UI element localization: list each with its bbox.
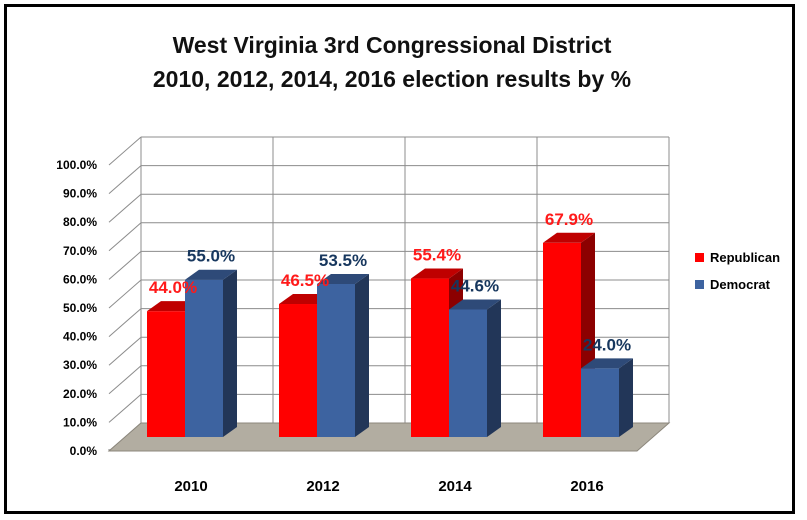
legend: Republican Democrat: [695, 250, 780, 292]
y-tick-label: 40.0%: [63, 330, 97, 344]
y-tick-label: 30.0%: [63, 358, 97, 372]
data-label: 44.0%: [149, 278, 197, 297]
side-gridline: [108, 251, 142, 280]
bar: [185, 269, 237, 437]
y-tick-label: 50.0%: [63, 301, 97, 315]
bar-front-face: [543, 242, 581, 437]
bar-front-face: [185, 279, 223, 437]
bar-top-face: [411, 268, 463, 279]
bar: [581, 358, 633, 437]
side-gridline: [108, 136, 142, 166]
y-tick-label: 10.0%: [63, 415, 97, 429]
bar-front-face: [279, 304, 317, 437]
y-tick-label: 60.0%: [63, 272, 97, 286]
x-category-label: 2014: [438, 478, 472, 495]
y-tick-label: 100.0%: [56, 158, 97, 172]
bar-front-face: [449, 309, 487, 437]
bar-top-face: [543, 232, 595, 243]
bar-top-face: [317, 273, 369, 284]
legend-swatch: [695, 280, 704, 289]
legend-entry: Democrat: [710, 277, 771, 292]
bar-front-face: [581, 368, 619, 437]
chart-floor: [107, 422, 671, 452]
chart-bars: [147, 232, 633, 437]
side-gridline: [108, 222, 142, 252]
x-category-label: 2016: [570, 478, 603, 495]
y-tick-label: 70.0%: [63, 244, 97, 258]
bar-front-face: [411, 278, 449, 437]
side-gridline: [108, 394, 142, 423]
side-gridline: [108, 365, 142, 395]
bar-side-face: [355, 273, 369, 437]
data-labels: 44.0% 55.0% 46.5%53.5% 55.4% 44.6% 67.9% 24.0%: [149, 210, 631, 355]
y-tick-label: 90.0%: [63, 187, 97, 201]
bar: [317, 273, 369, 437]
bar-side-face: [223, 269, 237, 437]
bar-top-face: [449, 299, 501, 310]
floor-surface: [107, 422, 671, 452]
data-label: 46.5%: [281, 271, 329, 290]
data-label: 67.9%: [545, 210, 593, 229]
y-tick-label: 20.0%: [63, 387, 97, 401]
x-category-label: 2012: [306, 478, 339, 495]
bar-side-face: [487, 299, 501, 437]
data-label: 24.0%: [583, 335, 631, 354]
side-gridline: [108, 165, 142, 194]
bar-top-face: [185, 269, 237, 280]
bar-front-face: [147, 311, 185, 437]
data-label: 55.4%: [413, 246, 461, 265]
side-gridline: [108, 308, 142, 337]
chart-title-line-1: West Virginia 3rd Congressional District: [173, 32, 612, 58]
side-gridline: [108, 193, 142, 223]
legend-swatch: [695, 253, 704, 262]
side-gridline: [108, 279, 142, 309]
side-gridline: [108, 336, 142, 366]
chart: 0.0% 10.0% 20.0% 30.0% 40.0% 50.0% 60.0% 70.0% 8…: [56, 32, 780, 495]
y-axis-ticks: 0.0% 10.0% 20.0% 30.0% 40.0% 50.0% 60.0% 70.0% 8…: [56, 158, 97, 458]
y-tick-label: 0.0%: [70, 444, 98, 458]
bar-side-face: [619, 358, 633, 437]
x-category-label: 2010: [174, 478, 207, 495]
data-label: 53.5%: [319, 251, 367, 270]
chart-title-line-2: 2010, 2012, 2014, 2016 election results …: [153, 66, 631, 92]
y-tick-label: 80.0%: [63, 215, 97, 229]
x-axis-categories: 2010 2012 2014 2016: [174, 478, 603, 495]
legend-entry: Republican: [710, 250, 780, 265]
data-label: 55.0%: [187, 247, 235, 266]
data-label: 44.6%: [451, 276, 499, 295]
bar-top-face: [581, 358, 633, 369]
bar-front-face: [317, 283, 355, 437]
chart-frame: 0.0% 10.0% 20.0% 30.0% 40.0% 50.0% 60.0% 70.0% 8…: [4, 4, 795, 514]
bar: [449, 299, 501, 437]
